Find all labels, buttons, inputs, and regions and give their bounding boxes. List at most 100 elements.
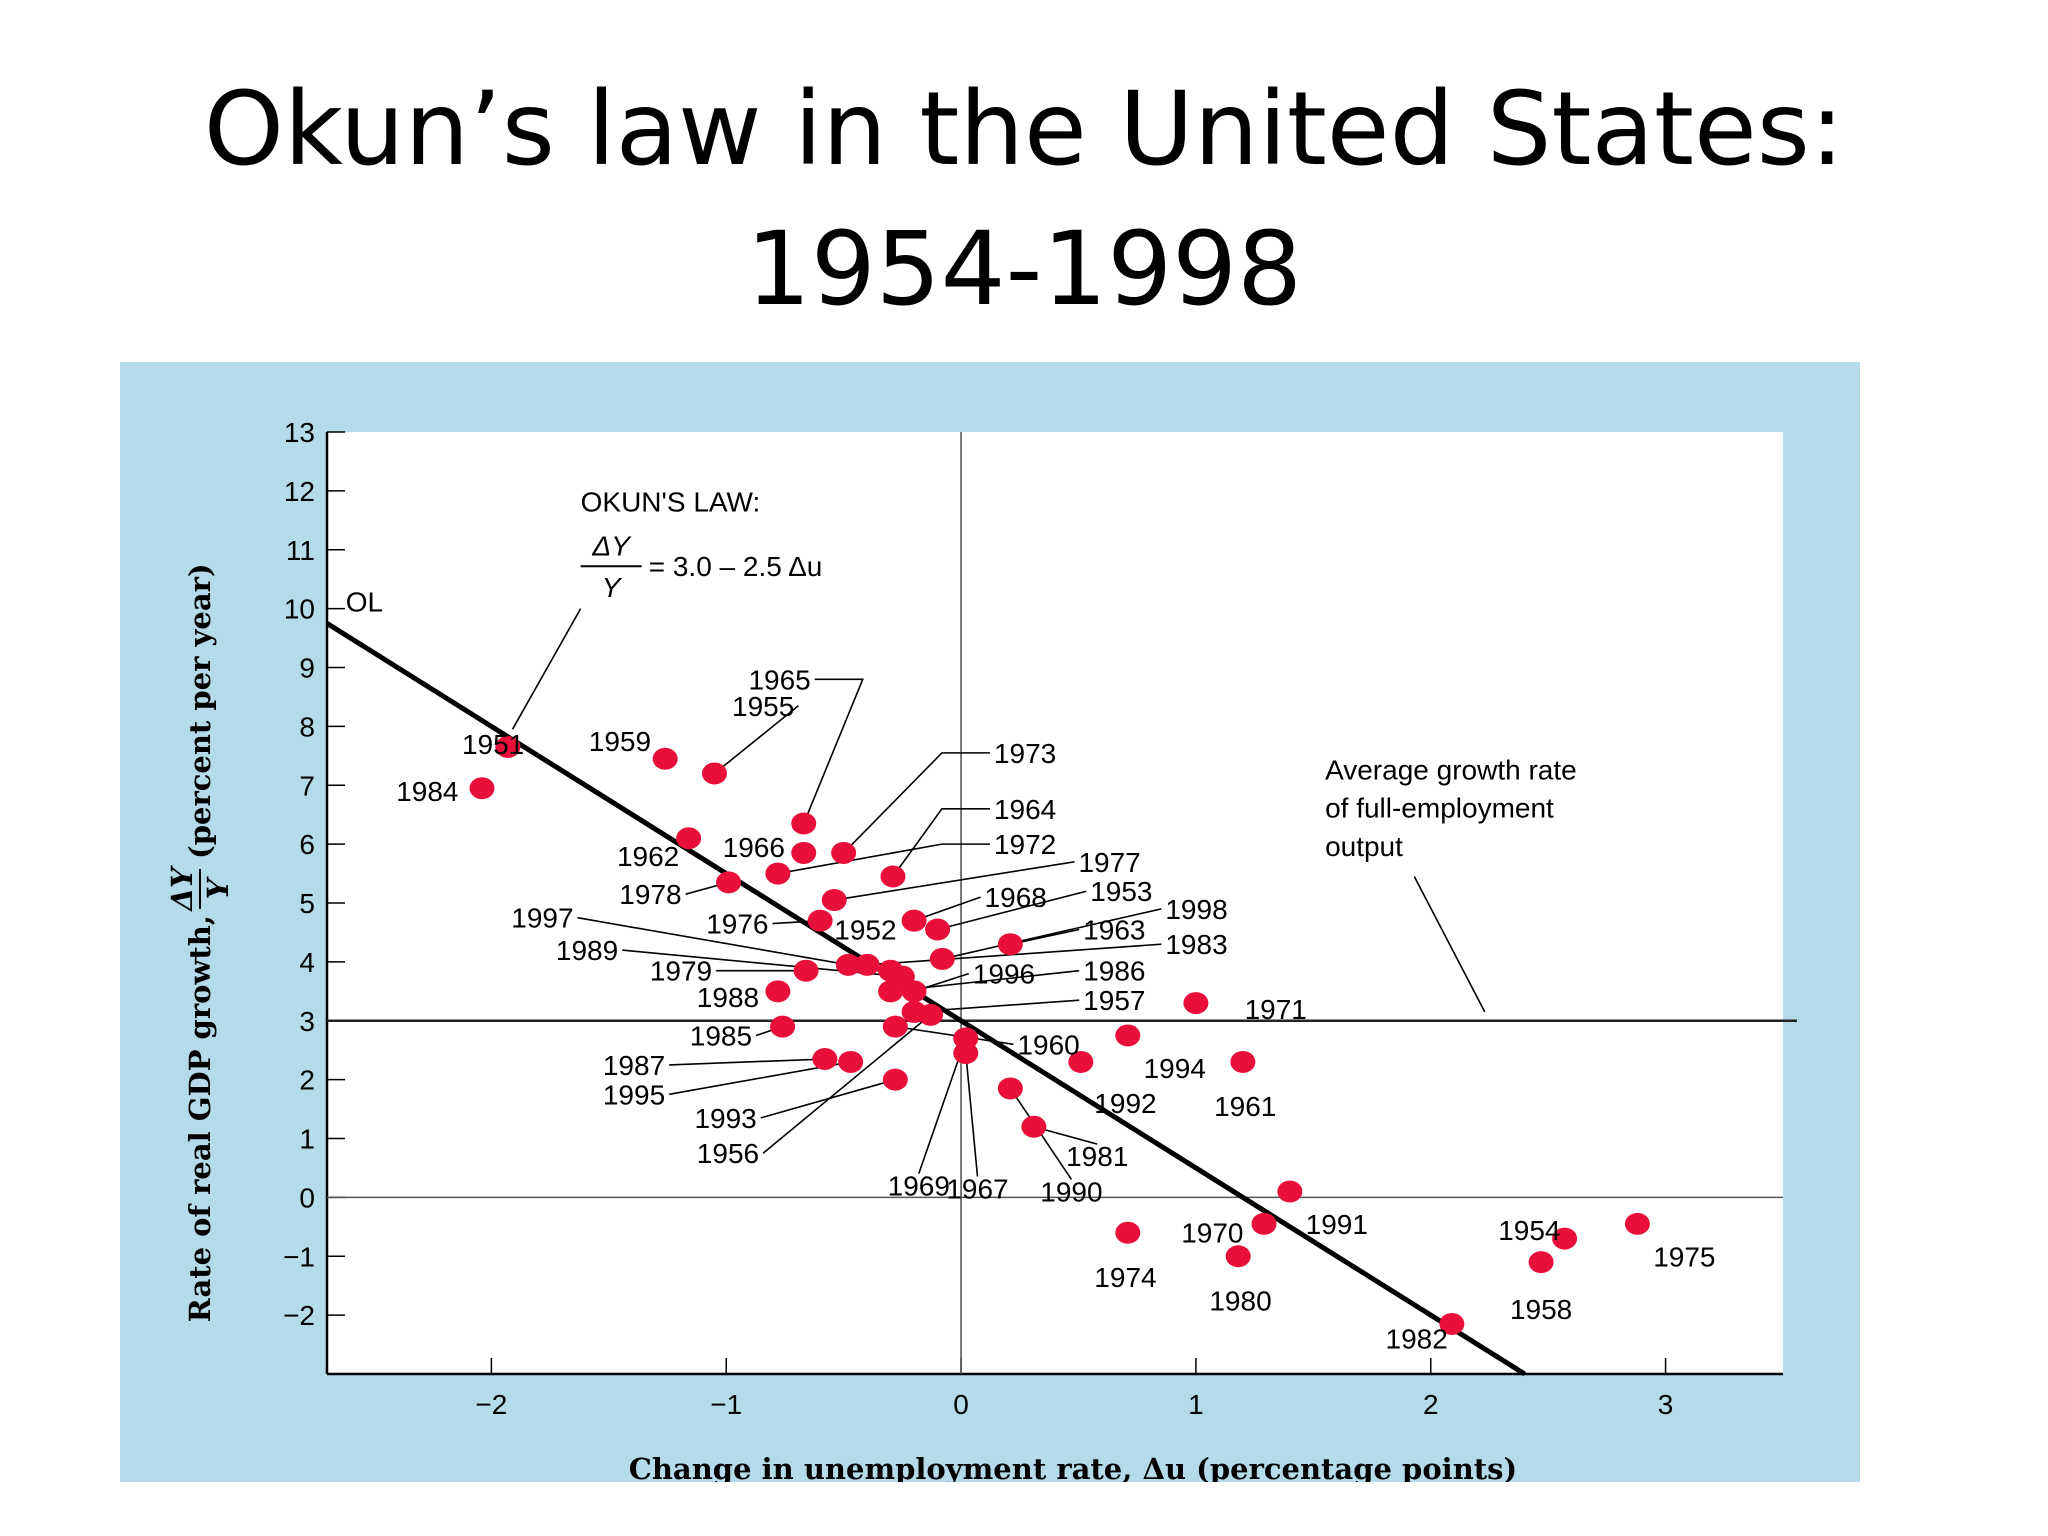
y-axis-title-numerator: ΔY — [165, 864, 199, 913]
point-label-1970: 1970 — [1181, 1218, 1243, 1249]
data-point-1962 — [676, 827, 702, 850]
point-label-1963: 1963 — [1083, 914, 1145, 945]
point-label-1960: 1960 — [1017, 1029, 1079, 1060]
x-tick-label: 0 — [953, 1389, 969, 1420]
y-tick-label: 0 — [299, 1182, 315, 1213]
point-label-1965: 1965 — [748, 664, 810, 695]
data-point-1993 — [882, 1068, 908, 1091]
data-point-1996 — [901, 980, 927, 1003]
point-label-1996: 1996 — [973, 959, 1035, 990]
leader-line-1973 — [843, 752, 990, 854]
data-point-1951 — [495, 735, 521, 758]
data-point-1953 — [925, 918, 951, 941]
point-label-1985: 1985 — [690, 1020, 752, 1051]
leader-line-1965 — [802, 678, 864, 824]
data-point-1958 — [1528, 1251, 1554, 1274]
data-point-1994 — [1115, 1024, 1141, 1047]
data-point-1986 — [878, 980, 904, 1003]
y-tick-label: −2 — [283, 1300, 315, 1331]
data-point-1990 — [997, 1077, 1023, 1100]
point-label-1959: 1959 — [589, 726, 651, 757]
data-point-1979 — [793, 959, 819, 982]
average-growth-pointer-line — [1413, 876, 1486, 1013]
leader-line-1955 — [713, 705, 799, 775]
point-label-1954: 1954 — [1498, 1215, 1560, 1246]
point-label-1984: 1984 — [396, 776, 458, 807]
y-tick-label: 2 — [299, 1065, 315, 1096]
data-point-1975 — [1624, 1212, 1650, 1235]
x-axis-title: Change in unemployment rate, Δu (percent… — [629, 1452, 1517, 1482]
okun-law-title: OKUN'S LAW: — [581, 486, 761, 517]
x-tick-label: 2 — [1423, 1389, 1439, 1420]
data-point-1981 — [1021, 1115, 1047, 1138]
okun-line-label: OL — [346, 587, 383, 618]
y-tick-label: 3 — [299, 1006, 315, 1037]
point-label-1982: 1982 — [1386, 1324, 1448, 1355]
point-label-1958: 1958 — [1510, 1294, 1572, 1325]
y-tick-label: 4 — [299, 947, 315, 978]
okun-law-equation: = 3.0 – 2.5 Δu — [649, 551, 823, 582]
data-point-1972 — [765, 862, 791, 885]
y-axis-title-denominator: Y — [201, 875, 235, 899]
point-label-1995: 1995 — [603, 1079, 665, 1110]
y-tick-label: 7 — [299, 770, 315, 801]
point-label-1978: 1978 — [619, 879, 681, 910]
point-label-1991: 1991 — [1306, 1209, 1368, 1240]
point-label-1989: 1989 — [556, 935, 618, 966]
data-point-1987 — [812, 1048, 838, 1071]
average-growth-label-line-3: output — [1325, 831, 1403, 862]
y-tick-label: 13 — [284, 417, 315, 448]
y-tick-label: 8 — [299, 711, 315, 742]
title-line-2: 1954-1998 — [746, 210, 1302, 329]
data-point-1997 — [835, 953, 861, 976]
point-label-1967: 1967 — [946, 1174, 1008, 1205]
data-point-1971 — [1183, 992, 1209, 1015]
data-point-1968 — [901, 909, 927, 932]
point-label-1969: 1969 — [888, 1171, 950, 1202]
data-point-1960 — [882, 1015, 908, 1038]
data-point-1967 — [953, 1042, 979, 1065]
leader-line-1997 — [577, 916, 849, 966]
point-label-1977: 1977 — [1078, 847, 1140, 878]
point-label-1987: 1987 — [603, 1050, 665, 1081]
point-label-1994: 1994 — [1144, 1053, 1206, 1084]
data-point-1970 — [1251, 1212, 1277, 1235]
point-label-1974: 1974 — [1094, 1262, 1156, 1293]
data-point-1959 — [652, 747, 678, 770]
point-label-1973: 1973 — [994, 738, 1056, 769]
point-label-1988: 1988 — [697, 982, 759, 1013]
leader-line-1953 — [937, 890, 1087, 931]
point-label-1964: 1964 — [994, 794, 1056, 825]
point-label-1972: 1972 — [994, 829, 1056, 860]
point-label-1975: 1975 — [1653, 1241, 1715, 1272]
plot-area — [327, 432, 1783, 1374]
leader-line-1998 — [942, 908, 1162, 960]
point-label-1983: 1983 — [1165, 929, 1227, 960]
leader-line-1956 — [762, 1014, 932, 1154]
leader-line-1977 — [834, 860, 1075, 901]
data-point-1995 — [838, 1050, 864, 1073]
point-label-1998: 1998 — [1165, 894, 1227, 925]
point-label-1961: 1961 — [1214, 1091, 1276, 1122]
point-label-1993: 1993 — [694, 1103, 756, 1134]
title-line-1: Okun’s law in the United States: — [203, 70, 1845, 189]
point-label-1955: 1955 — [732, 691, 794, 722]
data-point-1998 — [929, 947, 955, 970]
point-label-1981: 1981 — [1066, 1141, 1128, 1172]
data-point-1954 — [1552, 1227, 1578, 1250]
leader-line-1972 — [777, 843, 990, 875]
data-point-1978 — [716, 871, 742, 894]
x-tick-label: 1 — [1188, 1389, 1204, 1420]
data-point-1977 — [821, 889, 847, 912]
leader-line-1964 — [892, 807, 990, 877]
y-tick-label: 6 — [299, 829, 315, 860]
data-point-1985 — [770, 1015, 796, 1038]
okun-law-numerator: ΔY — [591, 531, 632, 562]
data-point-1965 — [791, 812, 817, 835]
data-point-1963 — [997, 933, 1023, 956]
point-label-1952: 1952 — [834, 914, 896, 945]
point-label-1968: 1968 — [985, 882, 1047, 913]
data-point-1983 — [854, 953, 880, 976]
point-label-1957: 1957 — [1083, 985, 1145, 1016]
